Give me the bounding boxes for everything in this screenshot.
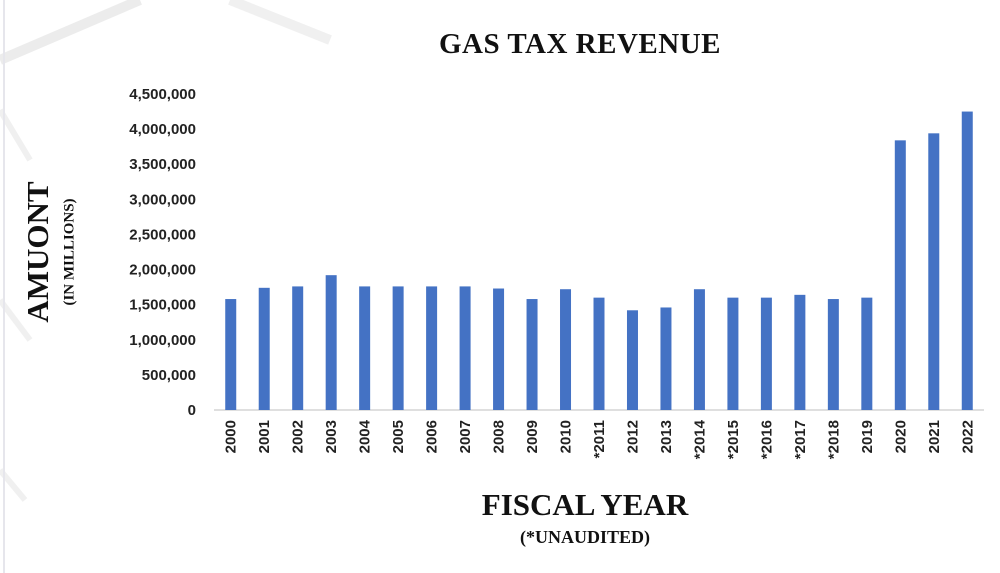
y-tick-label: 0 <box>188 402 196 419</box>
bar-2017 <box>794 294 806 410</box>
x-tick-label: 2021 <box>926 420 943 453</box>
bar-2007 <box>459 286 471 410</box>
x-tick-label: 2006 <box>424 420 441 453</box>
bar-2008 <box>493 288 505 410</box>
bar-2020 <box>894 140 906 410</box>
y-tick-label: 4,500,000 <box>129 86 196 103</box>
bar-2009 <box>526 299 538 410</box>
x-tick-label: *2016 <box>758 420 775 459</box>
y-axis-ticks: 0 500,000 1,000,000 1,500,000 2,000,000 2,500… <box>129 86 196 419</box>
bar-2003 <box>325 275 337 410</box>
x-tick-label: 2001 <box>256 420 273 453</box>
bar-2001 <box>258 287 270 410</box>
y-tick-label: 4,000,000 <box>129 121 196 138</box>
bar-2014 <box>693 289 705 410</box>
x-tick-label: *2015 <box>725 420 742 459</box>
x-tick-label: 2000 <box>223 420 240 453</box>
x-tick-label: 2019 <box>859 420 876 453</box>
bar-2019 <box>861 297 873 410</box>
y-tick-label: 1,000,000 <box>129 332 196 349</box>
bar-2011 <box>593 297 605 410</box>
x-axis-label: FISCAL YEAR <box>481 487 689 522</box>
x-tick-label: 2012 <box>624 420 641 453</box>
x-tick-label: 2010 <box>558 420 575 453</box>
y-tick-label: 3,500,000 <box>129 156 196 173</box>
x-tick-label: 2008 <box>491 420 508 453</box>
bar-2004 <box>359 286 371 410</box>
y-tick-label: 1,500,000 <box>129 297 196 314</box>
x-tick-label: 2002 <box>290 420 307 453</box>
bar-2010 <box>560 289 572 410</box>
x-tick-label: *2014 <box>691 419 708 459</box>
bar-2018 <box>827 299 839 410</box>
x-tick-label: 2009 <box>524 420 541 453</box>
bar-2012 <box>626 310 638 410</box>
x-tick-label: *2017 <box>792 420 809 459</box>
bar-2000 <box>225 299 237 410</box>
bar-2002 <box>292 286 304 410</box>
x-tick-label: 2003 <box>323 420 340 453</box>
x-tick-label: 2020 <box>892 420 909 453</box>
bar-2022 <box>961 111 973 411</box>
x-tick-label: 2022 <box>959 420 976 453</box>
bar-2016 <box>760 297 772 410</box>
x-axis-ticks: 2000 2001 2002 2003 2004 2005 2006 2007 2008 2009… <box>223 419 977 459</box>
chart-title: GAS TAX REVENUE <box>439 28 721 60</box>
bar-2006 <box>426 286 438 410</box>
y-tick-label: 500,000 <box>142 367 196 384</box>
x-tick-label: 2013 <box>658 420 675 453</box>
bars-group <box>225 111 973 411</box>
bar-2015 <box>727 297 739 410</box>
y-tick-label: 2,000,000 <box>129 262 196 279</box>
x-tick-label: 2007 <box>457 420 474 453</box>
x-tick-label: 2004 <box>357 419 374 453</box>
bar-2005 <box>392 286 404 410</box>
y-tick-label: 2,500,000 <box>129 226 196 243</box>
bar-2021 <box>928 133 940 410</box>
x-tick-label: *2011 <box>591 420 608 458</box>
x-tick-label: *2018 <box>825 420 842 459</box>
bar-2013 <box>660 307 672 410</box>
x-axis-sublabel: (*UNAUDITED) <box>520 527 650 547</box>
x-tick-label: 2005 <box>390 420 407 453</box>
y-tick-label: 3,000,000 <box>129 191 196 208</box>
